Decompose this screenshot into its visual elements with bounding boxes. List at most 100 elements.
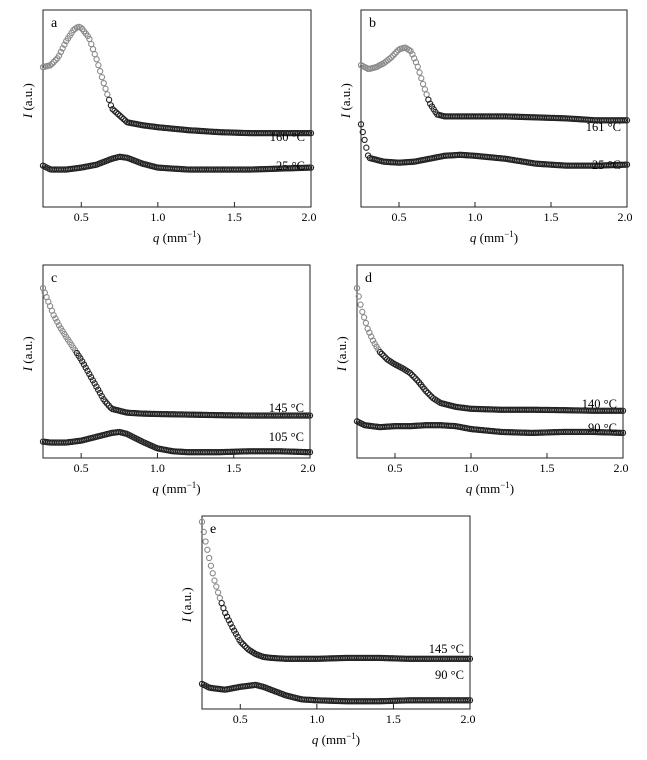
series-upper <box>357 44 631 124</box>
x-tick-label: 0.5 <box>392 210 407 224</box>
data-point <box>120 115 127 122</box>
series-label: 105 °C <box>269 430 304 444</box>
x-tick-label: 1.5 <box>540 461 555 475</box>
x-axis-label: q (mm−1) <box>470 229 518 245</box>
data-point <box>204 546 211 553</box>
data-point <box>419 80 427 88</box>
data-point <box>303 412 310 419</box>
series-upper <box>353 285 627 414</box>
data-point <box>426 391 433 398</box>
data-point <box>61 41 68 48</box>
data-point <box>87 373 95 381</box>
data-point <box>362 319 370 327</box>
series-upper <box>39 23 315 137</box>
data-point <box>357 301 364 308</box>
x-tick-label: 2.0 <box>301 461 316 475</box>
data-point <box>98 74 106 81</box>
data-point <box>389 52 397 59</box>
x-tick-label: 0.5 <box>74 210 89 224</box>
data-point <box>213 583 220 590</box>
data-point <box>463 697 470 704</box>
data-point <box>79 358 86 365</box>
data-point <box>466 697 474 704</box>
data-point <box>52 315 59 322</box>
data-point <box>304 129 311 137</box>
panel-a: a 0.5 1.0 1.5 2.0 q (mm−1) I (a.u.) 160 °C 25 °C <box>20 9 317 245</box>
data-point <box>307 129 315 137</box>
data-point <box>104 91 111 98</box>
y-axis-label: I (a.u.) <box>20 83 35 119</box>
data-point <box>57 48 65 56</box>
data-point <box>80 361 88 368</box>
data-point <box>391 50 398 58</box>
data-point <box>421 86 428 93</box>
data-point <box>241 642 249 650</box>
data-point <box>218 599 225 607</box>
data-point <box>408 371 416 379</box>
panel-letter: c <box>51 271 57 286</box>
data-point <box>55 52 63 59</box>
data-point <box>209 570 216 577</box>
panel-letter: e <box>210 522 216 537</box>
series-label: 90 °C <box>435 668 464 682</box>
data-point <box>466 655 474 662</box>
x-tick-label: 1.0 <box>150 461 165 475</box>
series-label: 90 °C <box>588 421 617 435</box>
series-upper <box>39 285 314 419</box>
data-point <box>353 285 361 292</box>
data-point <box>414 63 421 70</box>
data-point <box>416 69 423 76</box>
y-axis-label: I (a.u.) <box>338 83 353 119</box>
data-point <box>113 109 120 116</box>
data-point <box>54 318 61 326</box>
data-point <box>231 627 238 634</box>
data-point <box>463 655 470 662</box>
data-point <box>423 91 430 98</box>
x-tick-label: 2.0 <box>461 712 476 726</box>
data-point <box>114 110 122 118</box>
data-point <box>55 322 63 329</box>
x-tick-label: 1.0 <box>464 461 479 475</box>
panel-d: d 0.5 1.0 1.5 2.0 q (mm−1) I (a.u.) 140 °C 90 °C <box>334 264 629 496</box>
data-point <box>77 24 84 31</box>
x-tick-label: 1.0 <box>309 712 324 726</box>
y-axis-label: I (a.u.) <box>334 336 349 372</box>
data-point <box>623 117 631 124</box>
data-point <box>198 518 206 525</box>
data-point <box>225 617 232 624</box>
data-point <box>387 54 395 61</box>
x-tick-label: 1.5 <box>544 210 559 224</box>
data-point <box>619 407 627 414</box>
data-point <box>232 630 240 637</box>
x-tick-label: 1.5 <box>386 712 401 726</box>
data-point <box>95 62 102 69</box>
data-point <box>91 380 98 387</box>
plot-frame <box>360 9 628 208</box>
data-point <box>98 392 105 400</box>
data-point <box>52 57 59 64</box>
data-point <box>465 697 472 704</box>
panel-letter: b <box>369 16 376 31</box>
data-point <box>59 45 66 52</box>
data-point <box>465 655 472 662</box>
data-point <box>47 62 54 69</box>
series-label: 145 °C <box>429 642 464 656</box>
data-point <box>378 350 385 358</box>
data-point <box>360 314 368 321</box>
x-tick-label: 1.5 <box>226 461 241 475</box>
data-point <box>623 161 631 168</box>
data-point <box>84 367 91 374</box>
data-point <box>305 412 312 419</box>
data-point <box>111 107 118 114</box>
x-axis-label: q (mm−1) <box>466 480 514 496</box>
plot-frame <box>42 9 312 208</box>
data-point <box>369 337 377 344</box>
series-lower <box>198 680 474 705</box>
data-point <box>222 609 229 617</box>
data-point <box>88 40 95 48</box>
data-point <box>361 136 368 144</box>
data-point <box>382 354 389 361</box>
data-point <box>100 80 107 87</box>
data-point <box>376 348 384 356</box>
data-point <box>93 56 100 63</box>
